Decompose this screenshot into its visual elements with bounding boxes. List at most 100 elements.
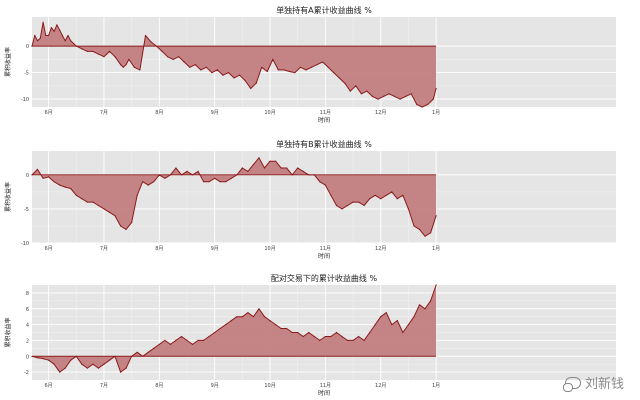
data-point [53,181,55,183]
data-point [424,235,426,237]
x-axis-label: 时间 [318,389,330,397]
data-point [183,61,185,63]
data-point [272,58,274,61]
data-point [48,34,50,37]
data-point [410,93,412,95]
data-point [230,177,232,179]
y-tick-label: 8 [26,291,29,297]
data-point [42,177,44,179]
data-point [92,201,94,203]
data-point [416,103,418,105]
data-point [377,98,379,100]
data-point [346,204,349,207]
data-point [36,357,39,359]
data-point [50,27,53,29]
data-point [178,56,180,58]
data-point [81,363,83,365]
y-axis-label: 累积收益率 [4,317,12,347]
data-point [92,363,94,365]
y-tick-label: 0 [26,354,29,360]
data-point [316,64,318,66]
data-point [402,331,404,334]
data-point [261,66,263,68]
data-point [432,98,434,100]
data-point [308,331,310,334]
data-point [407,208,409,210]
data-point [233,77,235,79]
data-point [219,181,221,183]
data-point [120,225,122,227]
data-point [180,174,183,176]
data-point [67,34,69,37]
x-tick-label: 8月 [155,110,163,116]
data-point [36,40,39,42]
y-tick-label: -5 [24,207,29,213]
data-point [302,170,304,172]
data-point [247,170,249,172]
data-point [341,208,343,210]
data-point [239,74,241,76]
x-axis-label: 时间 [318,252,330,260]
data-point [186,339,188,341]
data-point [103,56,105,58]
data-point [286,327,288,330]
data-point [120,64,122,66]
data-point [53,30,55,32]
data-point [346,339,349,341]
data-point [97,204,99,207]
y-axis-label: 累积收益率 [4,182,12,212]
data-point [371,95,373,97]
data-point [70,40,72,42]
data-point [313,174,315,176]
y-axis-label: 累积收益率 [4,47,12,77]
data-point [297,331,299,334]
data-point [269,160,271,162]
data-point [324,184,326,186]
data-point [258,157,260,159]
series-line [31,284,437,373]
y-tick-label: 0 [26,173,29,179]
data-point [335,204,338,207]
data-point [327,66,329,68]
data-point [405,95,407,97]
x-tick-label: 7月 [100,383,108,389]
data-point [172,58,174,61]
data-point [380,316,382,318]
data-point [203,181,205,183]
x-tick-label: 6月 [45,110,53,116]
data-point [335,331,338,334]
data-point [358,201,360,203]
data-point [48,359,50,361]
data-point [302,335,304,338]
data-point [97,367,99,369]
data-point [70,187,72,190]
data-point [108,211,111,213]
data-point [97,53,99,55]
data-point [139,187,141,190]
data-point [252,316,254,318]
data-point [241,316,243,318]
x-tick-label: 10月 [264,246,275,252]
x-tick-label: 9月 [211,383,219,389]
x-tick-label: 11月 [320,246,331,252]
data-point [286,167,288,169]
data-point [175,339,177,341]
data-point [56,24,58,26]
chart-title: 单独持有A累计收益曲线 % [276,5,372,15]
data-point [225,181,227,183]
data-point [214,177,216,179]
data-point [322,61,324,63]
x-tick-label: 1月 [432,246,440,252]
data-point [147,184,149,186]
data-point [430,232,432,234]
data-point [374,324,376,326]
data-point [34,34,36,37]
data-point [147,351,149,353]
data-point [86,50,88,53]
data-point [114,215,116,217]
y-tick-label: 4 [26,323,29,329]
data-point [211,72,213,74]
data-point [59,184,61,186]
chart-panel-2: 单独持有B累计收益曲线 % 0 -5 -10 6月 7月 8月 9月 10月 11月 12月 1月时间… [4,139,616,260]
chart-panel-1: 单独持有A累计收益曲线 % 0 -5 -10 6月 7月 8月 9月 10月 11月 12月 1月时间… [4,5,616,124]
